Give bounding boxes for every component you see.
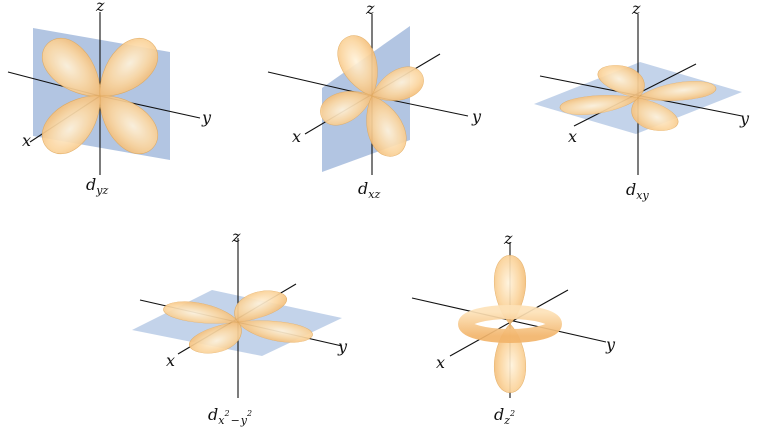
axis-label-y: y [471,107,482,126]
axis-label-x: x [568,127,577,146]
orbital-label-dyz: dyz [86,175,108,197]
axis-label-x: x [436,353,445,372]
axis-label-y: y [739,109,750,128]
orbital-label-dz2: dz2 [494,405,515,427]
torus-ring [458,305,562,343]
axis-label-z: z [503,229,513,248]
axis-label-z: z [365,0,375,18]
orbital-dxy: z y x dxy [534,0,750,202]
axis-label-x: x [22,131,31,150]
axis-label-x: x [292,127,301,146]
axis-label-z: z [631,0,641,18]
axis-label-y: y [201,108,212,127]
orbital-dx2-y2: z y x dx2−y2 [132,227,348,427]
axis-label-y: y [605,335,616,354]
orbital-dxz: z y x dxz [267,0,482,201]
axis-label-y: y [337,337,348,356]
axis-label-z: z [95,0,105,15]
axis-label-x: x [166,351,175,370]
orbital-dz2: z y x dz2 [411,229,616,427]
axis-label-z: z [231,227,241,246]
orbital-dyz: z y x dyz [7,0,212,197]
orbital-label-dx2-y2: dx2−y2 [208,405,252,427]
orbital-label-dxz: dxz [358,179,380,201]
orbital-label-dxy: dxy [626,180,649,202]
